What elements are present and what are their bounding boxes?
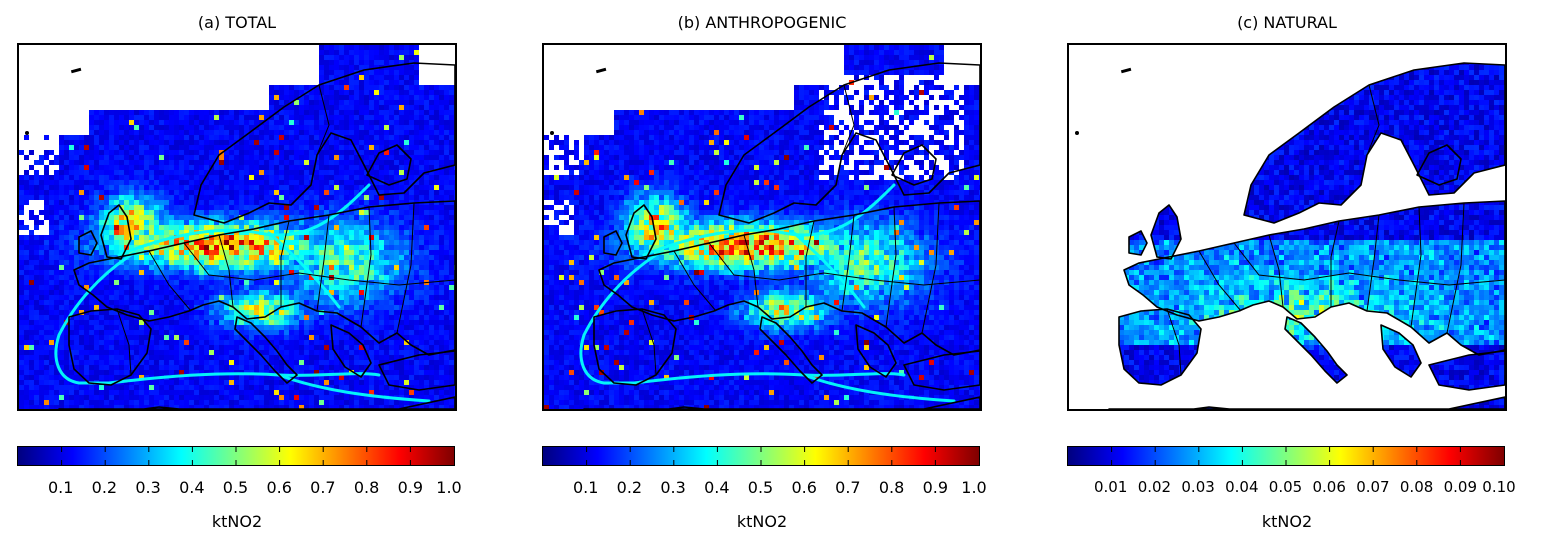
panel-anthropogenic: (b) ANTHROPOGENIC 0.1 0.2 0.3 0.4 0.5 0.6 0.7 0… bbox=[542, 0, 1002, 544]
colorbar-tick-label: 0.4 bbox=[704, 478, 730, 497]
colorbar-unit-label: ktNO2 bbox=[736, 512, 788, 531]
country-borders bbox=[1166, 84, 1505, 376]
emission-map[interactable] bbox=[17, 43, 457, 411]
colorbar bbox=[17, 446, 455, 466]
emission-grid bbox=[19, 45, 455, 409]
colorbar-tick-label: 0.1 bbox=[572, 478, 599, 497]
colorbar-tick-label: 0.05 bbox=[1268, 478, 1303, 496]
emission-grid bbox=[544, 45, 980, 409]
colorbar-tick-label: 0.9 bbox=[922, 478, 949, 497]
colorbar-tick-label: 0.04 bbox=[1225, 478, 1259, 496]
map-canvas bbox=[19, 45, 455, 409]
colorbar-tick-label: 0.5 bbox=[222, 478, 249, 497]
colorbar-tick-label: 0.03 bbox=[1181, 478, 1215, 496]
panel-title: (c) NATURAL bbox=[1237, 13, 1337, 32]
map-canvas bbox=[1069, 45, 1505, 409]
emission-map[interactable] bbox=[1067, 43, 1507, 411]
colorbar-tick-label: 0.01 bbox=[1093, 478, 1128, 496]
colorbar-tick-label: 0.7 bbox=[310, 478, 336, 497]
country-borders bbox=[641, 84, 980, 376]
colorbar-tick-label: 0.5 bbox=[747, 478, 774, 497]
colorbar-tick-label: 0.6 bbox=[791, 478, 817, 497]
colorbar-fill bbox=[1068, 447, 1504, 465]
colorbar-tick-label: 0.1 bbox=[47, 478, 74, 497]
islands bbox=[25, 67, 82, 135]
emission-map[interactable] bbox=[542, 43, 982, 411]
colorbar-tick-label: 0.10 bbox=[1482, 478, 1516, 496]
panel-title: (a) TOTAL bbox=[197, 13, 277, 32]
colorbar-tick-labels: 0.1 0.2 0.3 0.4 0.5 0.6 0.7 0.8 0.9 1.0 bbox=[17, 478, 462, 498]
panel-natural: (c) NATURAL 0.01 0.02 0.03 0.04 0.05 0.06 0.07… bbox=[1067, 0, 1527, 544]
islands bbox=[550, 67, 607, 135]
panel-total: (a) TOTAL 0.1 0.2 0.3 0.4 0.5 0.6 0.7 0.8 0.9 1.0… bbox=[17, 0, 477, 544]
colorbar-tick-label: 0.4 bbox=[179, 478, 205, 497]
colorbar bbox=[542, 446, 980, 466]
colorbar-tick-label: 0.6 bbox=[266, 478, 292, 497]
colorbar-gradient bbox=[1068, 447, 1504, 465]
colorbar-tick-label: 0.09 bbox=[1443, 478, 1477, 496]
colorbar-gradient bbox=[543, 447, 979, 465]
colorbar-tick-label: 0.8 bbox=[878, 478, 905, 497]
colorbar-tick-label: 0.02 bbox=[1137, 478, 1172, 496]
colorbar-fill bbox=[543, 447, 979, 465]
colorbar-gradient bbox=[18, 447, 454, 465]
colorbar bbox=[1067, 446, 1505, 466]
map-canvas bbox=[544, 45, 980, 409]
colorbar-tick-label: 0.2 bbox=[616, 478, 643, 497]
colorbar-tick-labels: 0.1 0.2 0.3 0.4 0.5 0.6 0.7 0.8 0.9 1.0 bbox=[542, 478, 987, 498]
colorbar-tick-label: 0.06 bbox=[1312, 478, 1346, 496]
colorbar-tick-label: 0.2 bbox=[91, 478, 118, 497]
colorbar-tick-label: 0.3 bbox=[660, 478, 686, 497]
colorbar-tick-label: 0.7 bbox=[835, 478, 861, 497]
colorbar-unit-label: ktNO2 bbox=[211, 512, 263, 531]
colorbar-tick-label: 1.0 bbox=[436, 478, 462, 497]
colorbar-tick-label: 0.8 bbox=[353, 478, 380, 497]
colorbar-tick-labels: 0.01 0.02 0.03 0.04 0.05 0.06 0.07 0.08 0.09 0.10 bbox=[1067, 478, 1516, 498]
colorbar-tick-label: 0.9 bbox=[397, 478, 424, 497]
colorbar-tick-label: 1.0 bbox=[961, 478, 987, 497]
country-borders bbox=[116, 84, 455, 376]
panel-title: (b) ANTHROPOGENIC bbox=[677, 13, 847, 32]
islands bbox=[1075, 67, 1132, 135]
shipping-lanes bbox=[579, 183, 956, 403]
colorbar-unit-label: ktNO2 bbox=[1261, 512, 1313, 531]
colorbar-tick-label: 0.3 bbox=[135, 478, 161, 497]
colorbar-tick-label: 0.07 bbox=[1356, 478, 1390, 496]
colorbar-fill bbox=[18, 447, 454, 465]
shipping-lanes bbox=[54, 183, 431, 403]
colorbar-tick-label: 0.08 bbox=[1399, 478, 1434, 496]
